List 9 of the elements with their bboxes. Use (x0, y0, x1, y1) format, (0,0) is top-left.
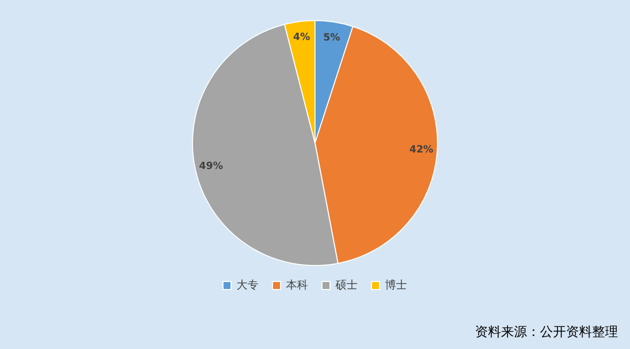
legend-label: 大专 (236, 278, 258, 292)
legend-label: 硕士 (334, 278, 358, 292)
data-label: 4% (293, 32, 310, 43)
data-label: 49% (199, 160, 223, 172)
data-label: 42% (409, 144, 434, 156)
text: 资料来源：公开资料整理 (475, 324, 618, 341)
data-label: 5% (323, 32, 340, 44)
legend-label: 博士 (385, 278, 407, 292)
legend-label: 本科 (286, 278, 308, 292)
